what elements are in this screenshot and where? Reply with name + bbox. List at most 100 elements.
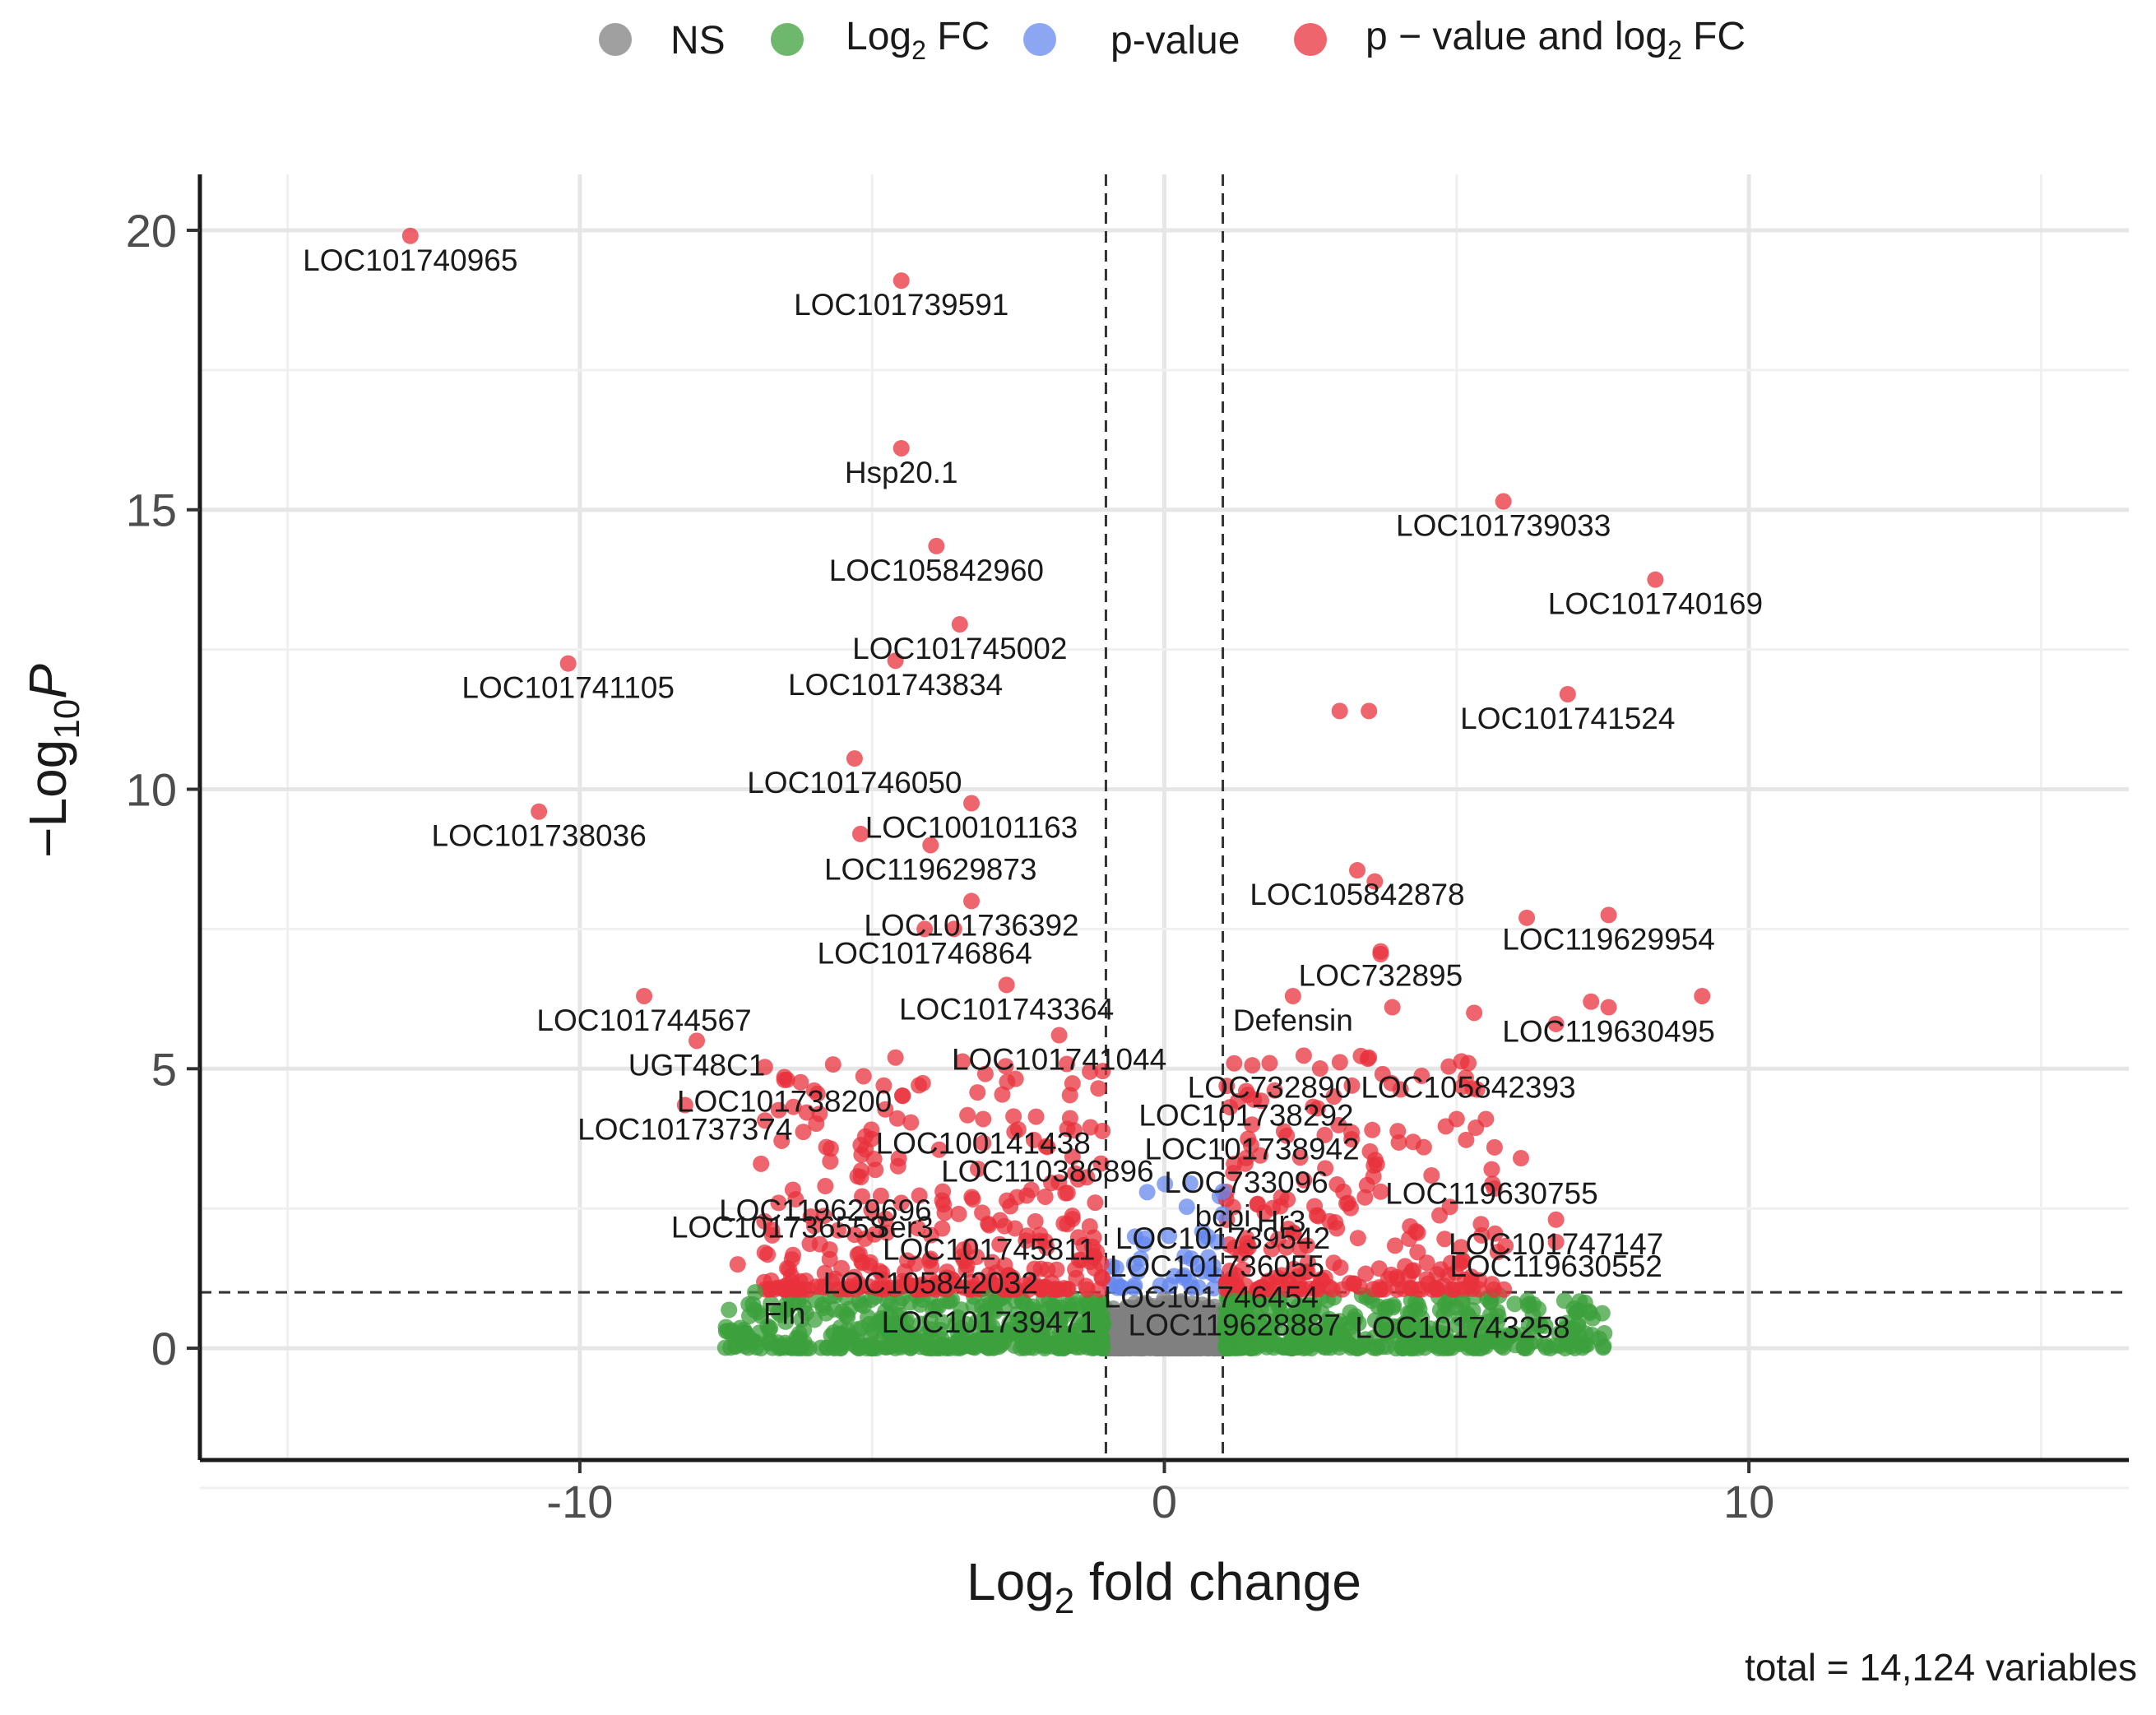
point-labeled [1547,1233,1565,1250]
gene-label: LOC119630495 [1502,1015,1715,1049]
point-both [1332,1258,1349,1276]
point-both [1463,1268,1480,1286]
point-log2fc [1269,1319,1287,1336]
point-both [996,1257,1013,1274]
legend-item-log2fc: Log2 FC [771,15,990,65]
point-both [850,1275,867,1292]
point-both [1032,1226,1049,1244]
point-log2fc [1388,1318,1405,1335]
point-labeled [1214,1205,1231,1222]
point-labeled [1050,1027,1068,1044]
gene-label: LOC119629873 [824,852,1037,886]
point-both [1311,1060,1328,1078]
legend-label-ns: NS [670,19,726,63]
point-labeled [998,976,1015,994]
legend-item-pvalue: p-value [1023,19,1240,63]
point-log2fc [1515,1338,1532,1356]
gene-label: LOC101739033 [1396,509,1611,543]
gene-label: LOC101739542 [1115,1221,1330,1255]
point-labeled [559,655,577,672]
point-log2fc [753,1340,770,1357]
point-log2fc [1080,1321,1097,1338]
gene-label: LOC101738942 [1144,1132,1359,1166]
point-log2fc [779,1300,796,1317]
point-both [1291,1240,1309,1258]
point-both [1409,1244,1426,1261]
point-log2fc [1344,1326,1361,1343]
point-labeled [951,616,968,633]
point-both [1066,1165,1083,1182]
point-pvalue [1126,1228,1143,1245]
point-log2fc [902,1339,919,1356]
point-labeled [1349,862,1365,879]
gene-label: LOC100101163 [865,811,1078,845]
point-labeled [846,750,863,767]
point-both [1222,1099,1239,1116]
point-log2fc [899,1323,916,1341]
point-labeled [1454,1295,1471,1312]
point-labeled [1372,943,1389,960]
point-both [827,1270,844,1287]
gene-label: LOC100141438 [876,1126,1091,1160]
y-tick-label: 10 [126,764,177,816]
point-log2fc [798,1340,815,1357]
point-both [1472,1216,1490,1233]
point-log2fc [1342,1304,1359,1321]
gene-label: LOC101741105 [461,671,675,705]
point-log2fc [1036,1337,1054,1355]
point-both [763,1221,781,1239]
point-pvalue [1161,1227,1178,1245]
point-labeled [1559,685,1576,702]
point-significant [1518,909,1536,926]
point-both [787,1191,804,1208]
point-log2fc [1372,1321,1389,1338]
point-both [997,1058,1014,1075]
point-both [1226,1155,1243,1172]
point-significant [875,1077,893,1094]
gene-label: LOC105842032 [823,1266,1038,1300]
point-both [1005,1108,1022,1125]
point-log2fc [883,1337,900,1355]
point-both [1242,1137,1259,1154]
point-both [824,1056,842,1073]
point-both [1289,1281,1306,1298]
point-labeled [1273,1189,1290,1206]
point-both [815,1207,832,1225]
point-log2fc [877,1303,894,1320]
point-both [1458,1131,1475,1148]
point-pvalue [1166,1268,1183,1285]
point-both [879,1224,896,1241]
point-both [875,1281,893,1298]
point-pvalue [1181,1175,1199,1192]
point-both [1057,1184,1074,1202]
point-both [1085,1229,1102,1246]
point-both [770,1101,787,1119]
point-both [1277,1239,1295,1256]
point-log2fc [1395,1334,1412,1351]
point-both [1092,1155,1110,1172]
gene-label: LOC101746050 [747,766,962,800]
point-both [1403,1263,1421,1280]
point-labeled [893,272,910,290]
point-both [902,1114,920,1131]
point-both [1027,1212,1044,1230]
point-both [1423,1166,1440,1184]
point-both [1090,1080,1107,1097]
point-significant [747,1284,764,1301]
point-significant [1466,1004,1483,1022]
point-both [1431,1207,1449,1224]
grid-lines [200,174,2129,1490]
point-both [980,1267,997,1284]
point-log2fc [1090,1293,1107,1310]
point-log2fc [1415,1336,1432,1353]
point-log2fc [934,1338,952,1356]
gene-label: LOC105842878 [1250,878,1464,911]
point-both [1257,1281,1274,1298]
point-both [871,1263,888,1280]
point-both [1238,1230,1255,1247]
point-both [1413,1068,1430,1085]
point-log2fc [1379,1298,1397,1315]
point-both [1291,1149,1309,1166]
point-both [852,1162,869,1180]
